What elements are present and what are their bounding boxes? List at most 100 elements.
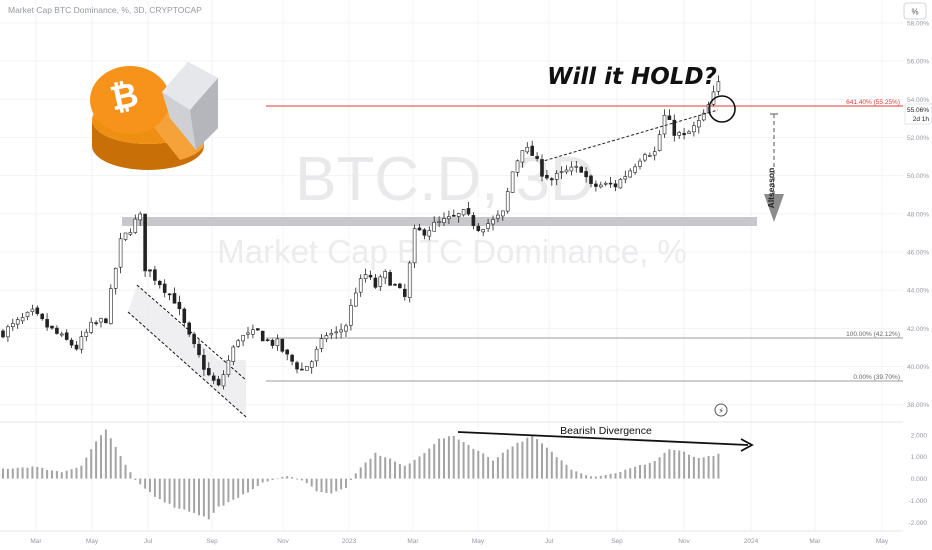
channel-lower-line (127, 311, 247, 418)
oscillator-bar (428, 448, 431, 479)
oscillator-bar (261, 478, 264, 483)
oscillator-bar (300, 478, 303, 481)
divergence-arrow-head (740, 438, 754, 452)
candle-body (412, 228, 417, 264)
candle-body (319, 338, 324, 349)
oscillator-bar (609, 473, 612, 479)
oscillator-bar (251, 478, 254, 489)
watermark-name: Market Cap BTC Dominance, % (217, 233, 687, 270)
price-axis[interactable]: 38.00% 40.00% 42.00% 44.00% 46.00% 48.00% 50.0… (903, 0, 932, 550)
oscillator-bar (198, 478, 200, 516)
oscillator-bar (90, 449, 93, 479)
candle-body (270, 339, 275, 346)
candle-body (520, 150, 525, 163)
oscillator-bar (545, 447, 548, 479)
candle-body (94, 322, 98, 324)
oscillator-bar (452, 435, 455, 479)
candle-body (530, 145, 535, 156)
divergence-arrow-line (457, 431, 749, 446)
price-tick-label: 56.00% (907, 59, 929, 66)
unit-button[interactable]: % (903, 2, 927, 20)
candle-body (349, 305, 353, 326)
candle-body (594, 183, 598, 187)
price-tick-label: 48.00% (907, 211, 929, 218)
candle-body (255, 328, 260, 331)
candle-body (177, 301, 182, 310)
candle-body (696, 120, 701, 128)
price-tick-label: 40.00% (907, 364, 929, 371)
candle-body (231, 346, 236, 362)
oscillator-bars (2, 429, 720, 520)
oscillator-bar (134, 478, 137, 480)
oscillator-bar (168, 478, 171, 504)
candle-body (104, 318, 108, 324)
unit-button-label: % (911, 8, 918, 17)
candle-body (290, 354, 294, 362)
oscillator-bar (447, 436, 450, 479)
candle-body (344, 325, 348, 332)
oscillator-bar (51, 470, 53, 479)
candle-body (398, 283, 402, 289)
candle-body (84, 331, 89, 337)
candle-body (393, 283, 397, 286)
oscillator-bar (144, 478, 147, 489)
oscillator-bar (643, 464, 646, 479)
candle-body (55, 327, 59, 334)
oscillator-bar (398, 464, 401, 479)
candle-body (162, 283, 167, 293)
candle-body (265, 339, 270, 342)
candle-body (564, 169, 569, 173)
candle-body (113, 268, 118, 289)
replay-badge[interactable]: ⚡ (714, 403, 728, 417)
candle-body (74, 344, 79, 350)
oscillator-bar (16, 467, 19, 479)
oscillator-bar (526, 437, 529, 479)
oscillator-bar (354, 473, 357, 479)
oscillator-bar (345, 478, 347, 488)
oscillator-bar (80, 465, 83, 479)
oscillator-bar (521, 441, 524, 479)
oscillator-bar (413, 459, 416, 479)
oscillator-bar (242, 478, 245, 495)
oscillator-bar (247, 478, 249, 493)
candle-body (280, 338, 285, 352)
annotation-drawings (457, 95, 784, 452)
oscillator-bar (702, 457, 705, 479)
candle-body (716, 81, 721, 92)
price-tick-label: 44.00% (907, 288, 929, 295)
candle-body (143, 213, 147, 272)
candle-body (30, 308, 35, 313)
oscillator-bar (212, 478, 215, 513)
oscillator-bar (114, 446, 117, 479)
candle-body (246, 332, 250, 335)
candle-body (314, 348, 319, 362)
candle-body (613, 183, 618, 188)
candle-body (682, 133, 686, 136)
candle-body (701, 112, 706, 121)
candle-body (158, 280, 162, 286)
candle-body (373, 277, 378, 288)
time-axis[interactable]: Mar May Jul Sep Nov 2023 Mar May Jul Sep Nov 2024 Ma… (0, 530, 903, 545)
price-tick-label: 52.00% (907, 135, 929, 142)
candle-body (99, 318, 103, 323)
candle-body (628, 170, 633, 178)
oscillator-bar (472, 448, 475, 479)
oscillator-bar (296, 478, 298, 480)
oscillator-bar (21, 467, 24, 479)
fib-levels: 641.40% (55.25%) 100.00% (42.12%) 0.00% (3… (266, 99, 903, 382)
candle-body (300, 368, 304, 371)
oscillator-bar (31, 466, 34, 479)
candle-body (657, 134, 662, 151)
oscillator-bar (555, 457, 558, 479)
candle-body (182, 308, 187, 323)
candle-body (148, 269, 152, 272)
candle-body (456, 213, 461, 217)
time-tick-label: Nov (678, 538, 690, 545)
candle-body (172, 293, 177, 304)
oscillator-bar (276, 478, 279, 480)
candle-body (496, 214, 500, 219)
oscillator-bar (599, 475, 602, 479)
lightning-icon: ⚡ (718, 407, 724, 416)
candle-body (329, 333, 334, 336)
